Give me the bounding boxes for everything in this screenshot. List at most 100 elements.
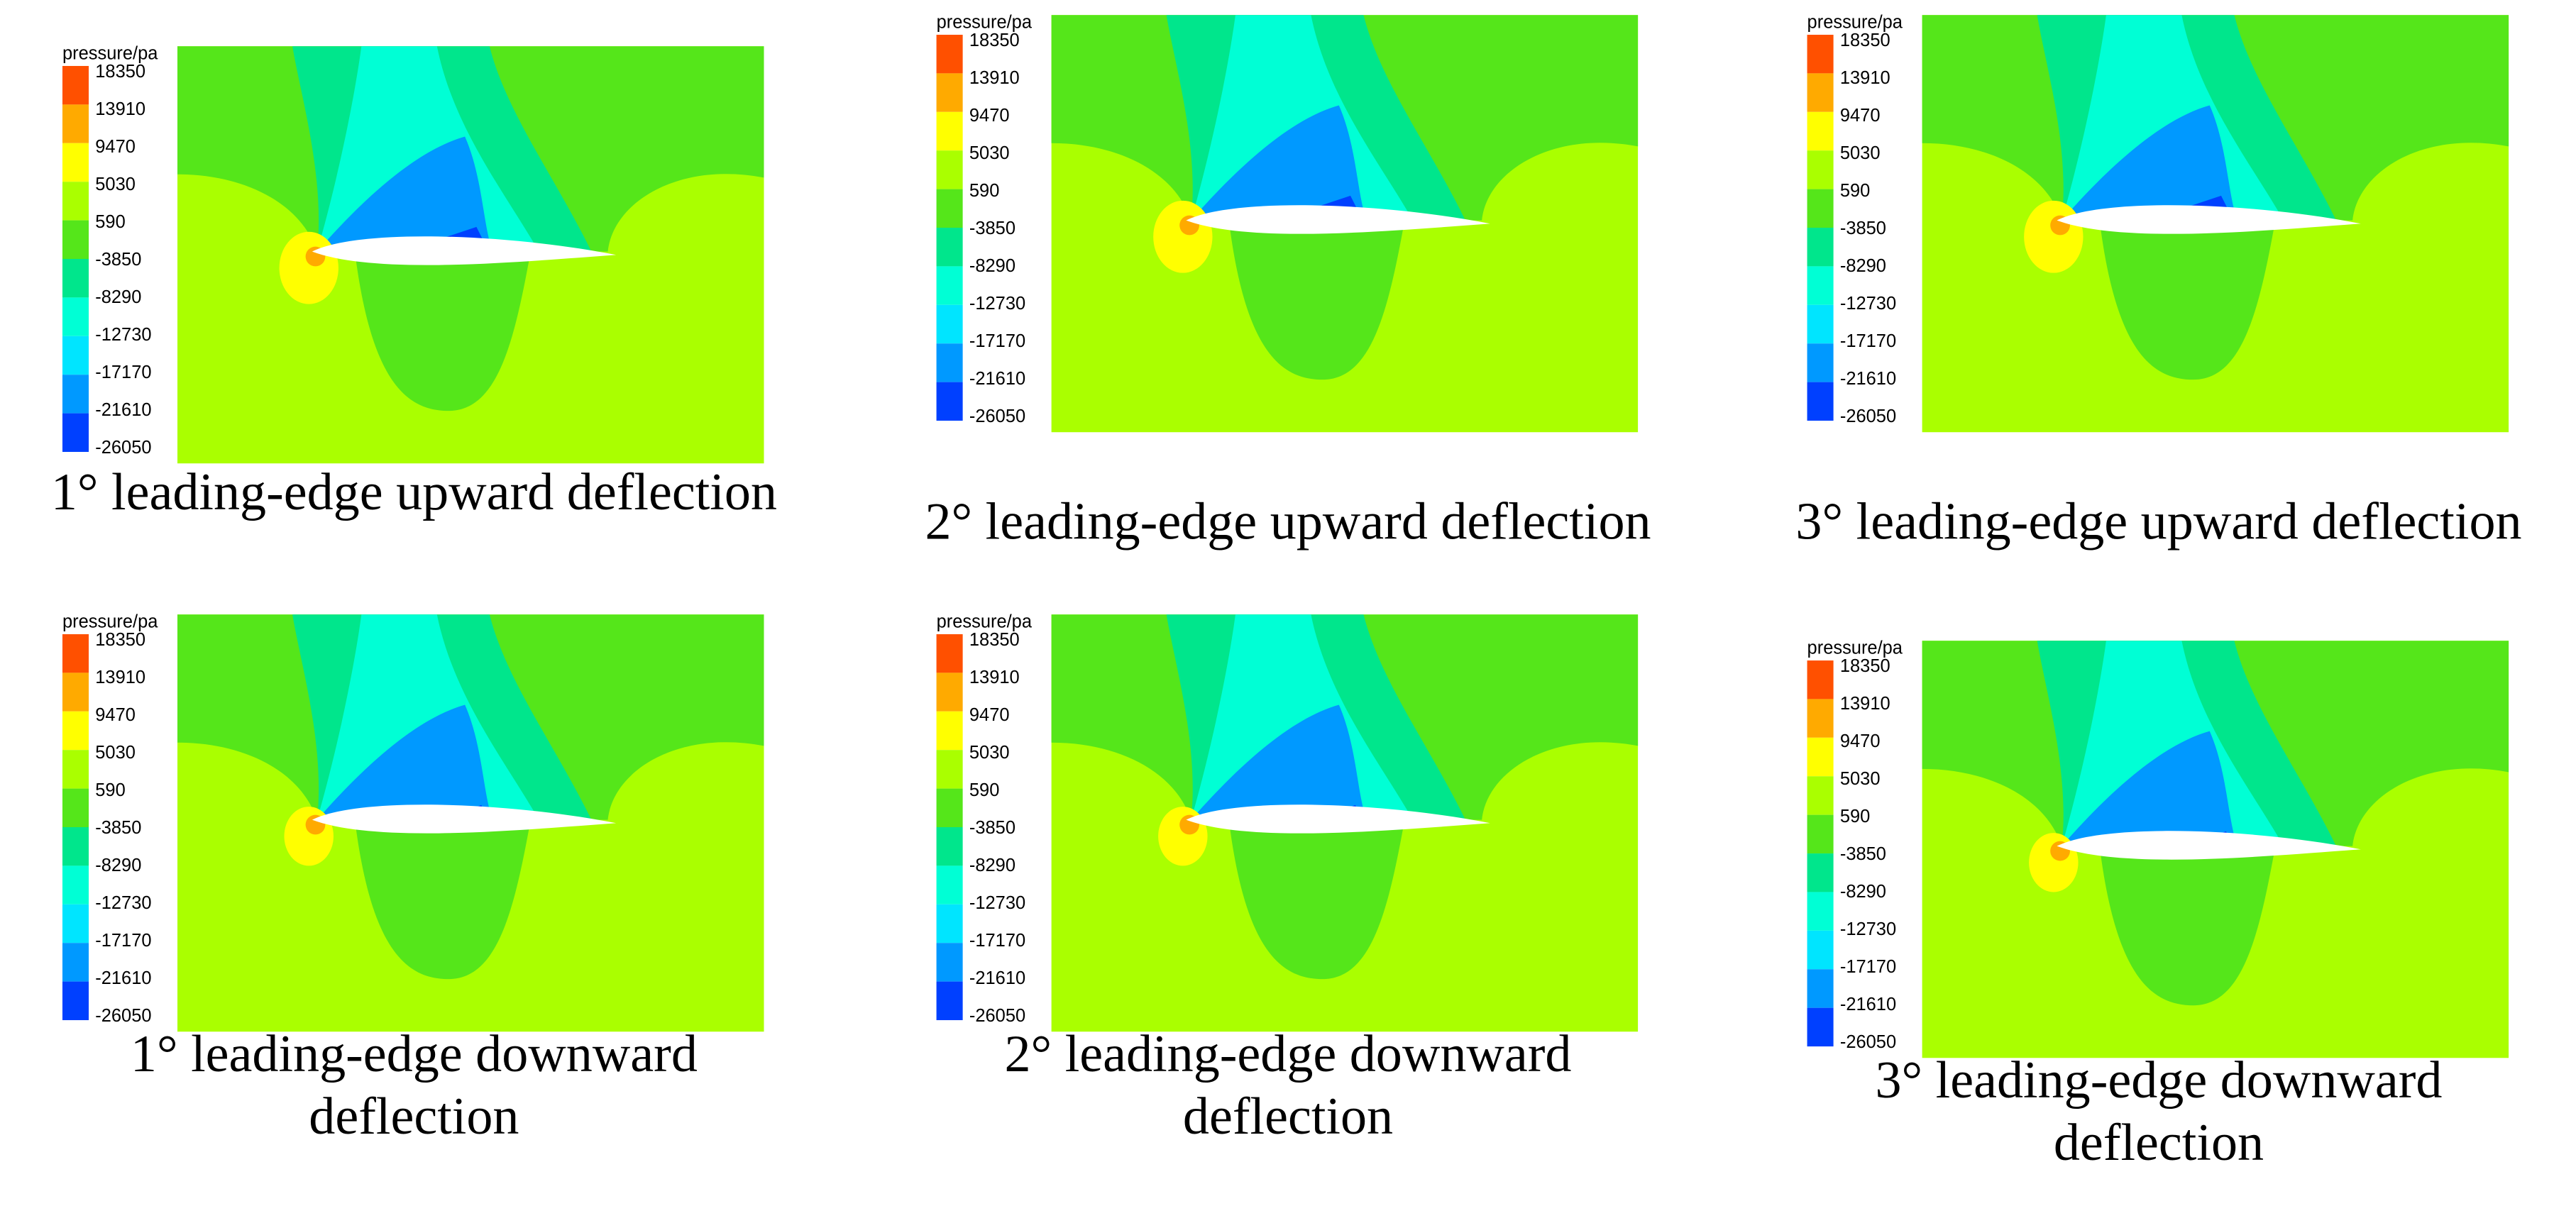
legend-label: -8290 (1840, 256, 1886, 276)
caption: 3° leading-edge downward (1876, 1051, 2443, 1110)
legend-label: 18350 (969, 630, 1020, 650)
legend-band (936, 634, 963, 673)
legend-band (1807, 304, 1834, 344)
legend-band (1807, 814, 1834, 854)
legend-label: -12730 (95, 893, 151, 913)
legend-band (62, 634, 89, 673)
legend-label: 13910 (1840, 694, 1890, 714)
legend-band (936, 904, 963, 944)
airfoil (312, 804, 617, 834)
legend-label: 18350 (95, 62, 145, 82)
legend-band (936, 189, 963, 228)
airfoil (1186, 205, 1490, 234)
legend-label: 590 (95, 780, 125, 800)
contour-region (2099, 846, 2276, 1006)
legend-label: -17170 (969, 931, 1025, 951)
legend-band (936, 981, 963, 1021)
legend-label: -21610 (95, 400, 151, 420)
legend-label: 18350 (95, 630, 145, 650)
legend-label: -8290 (969, 256, 1015, 276)
legend-label: 13910 (95, 668, 145, 687)
legend-label: -17170 (1840, 957, 1896, 977)
airfoil (2057, 205, 2361, 234)
contour-plot (1922, 15, 2509, 433)
legend-band (62, 336, 89, 375)
legend-label: -3850 (95, 818, 141, 838)
legend-band (62, 104, 89, 143)
legend-band (62, 182, 89, 221)
legend-band (936, 382, 963, 421)
legend-band (62, 65, 89, 105)
caption: deflection (309, 1088, 519, 1146)
legend-band (936, 865, 963, 905)
legend-band (62, 413, 89, 453)
legend-label: -26050 (1840, 406, 1896, 426)
legend-band (1807, 382, 1834, 421)
legend-label: -17170 (969, 331, 1025, 351)
legend-band (1807, 853, 1834, 892)
legend-label: 9470 (969, 106, 1010, 126)
legend-band (1807, 660, 1834, 699)
legend-band (936, 150, 963, 189)
legend-label: 5030 (1840, 143, 1881, 163)
legend-band (936, 111, 963, 151)
legend-label: 5030 (95, 175, 136, 194)
legend-label: -26050 (1840, 1032, 1896, 1052)
legend-label: 13910 (1840, 68, 1890, 88)
legend-label: -3850 (1840, 218, 1886, 238)
legend-label: 9470 (95, 137, 136, 157)
legend-label: -3850 (969, 218, 1015, 238)
contour-plot (1051, 15, 1639, 433)
caption: deflection (2054, 1114, 2264, 1172)
legend-label: -12730 (1840, 294, 1896, 314)
legend-band (62, 981, 89, 1021)
legend-band (1807, 737, 1834, 777)
legend-band (62, 143, 89, 182)
legend-label: 9470 (95, 705, 136, 725)
contour-region (2062, 731, 2238, 846)
legend-band (1807, 930, 1834, 970)
contour-region (2099, 220, 2276, 380)
legend-band (62, 904, 89, 944)
legend-label: 590 (969, 780, 999, 800)
legend-band (62, 220, 89, 259)
legend-label: 18350 (969, 31, 1020, 50)
legend-title: pressure/pa (1807, 638, 1903, 658)
legend-label: -12730 (969, 893, 1025, 913)
legend-label: -12730 (1840, 919, 1896, 939)
legend-title: pressure/pa (62, 612, 158, 631)
legend-label: -8290 (969, 856, 1015, 875)
legend-band (62, 788, 89, 828)
legend-label: -8290 (1840, 882, 1886, 902)
legend-label: 9470 (969, 705, 1010, 725)
legend-label: 590 (95, 212, 125, 232)
legend-label: 18350 (1840, 31, 1890, 50)
legend-band (936, 750, 963, 789)
legend-label: -8290 (95, 287, 141, 307)
contour-region (317, 136, 493, 252)
legend-label: -26050 (95, 1006, 151, 1026)
airfoil (1186, 804, 1490, 834)
legend-label: -21610 (1840, 369, 1896, 389)
legend-band (62, 258, 89, 298)
legend-label: -12730 (969, 294, 1025, 314)
caption: 2° leading-edge upward deflection (925, 493, 1651, 551)
legend-label: -3850 (1840, 844, 1886, 864)
legend-label: 5030 (1840, 769, 1881, 789)
legend-band (936, 673, 963, 712)
caption: 1° leading-edge upward deflection (51, 463, 777, 521)
legend-label: -21610 (1840, 995, 1896, 1014)
legend-label: 9470 (1840, 106, 1881, 126)
legend-label: 590 (1840, 807, 1870, 826)
legend-band (62, 827, 89, 866)
legend-title: pressure/pa (1807, 13, 1903, 33)
legend-label: 13910 (95, 99, 145, 119)
legend-band (1807, 1007, 1834, 1047)
legend-band (62, 375, 89, 414)
legend-label: -17170 (95, 363, 151, 382)
